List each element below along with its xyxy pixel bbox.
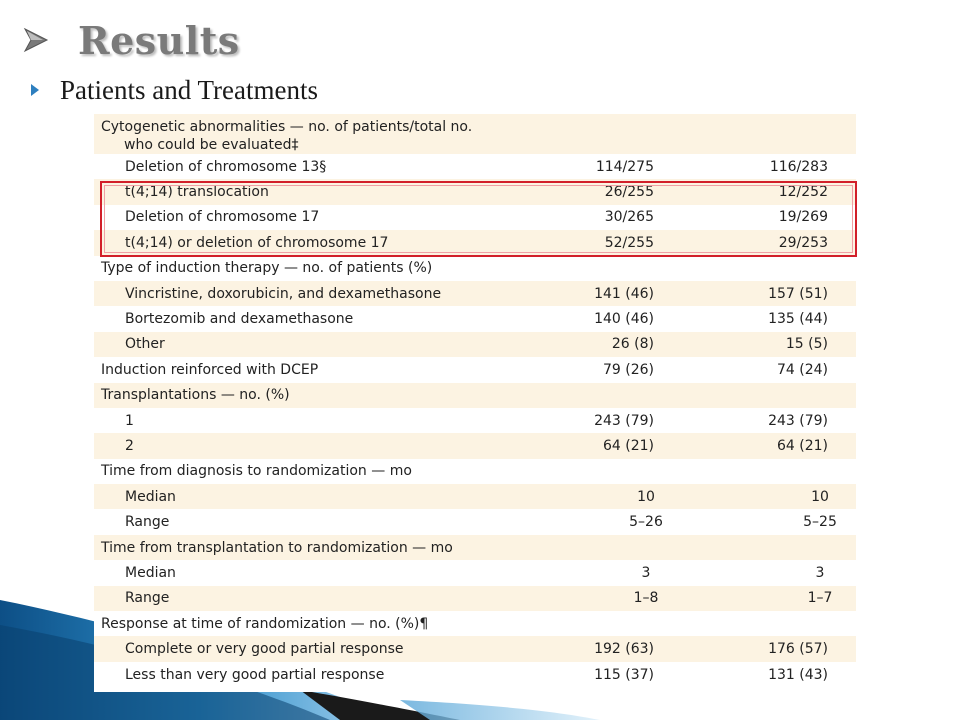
- row-value-group-1: 140 (46): [594, 311, 654, 328]
- row-value-group-1: 26 (8): [611, 336, 654, 353]
- row-value-group-1: 30/265: [604, 209, 654, 226]
- row-label: Other: [125, 336, 165, 353]
- table-row: 1 243 (79) 243 (79): [94, 408, 856, 433]
- table-row: Range 5–26 5–25: [94, 509, 856, 534]
- table-row: Time from diagnosis to randomization — m…: [94, 459, 856, 484]
- row-value-group-2: 243 (79): [768, 412, 828, 429]
- triangle-bullet-icon: [31, 84, 39, 96]
- table-row: Median 3 3: [94, 560, 856, 585]
- row-value-group-1: 52/255: [604, 234, 654, 251]
- table-row: 2 64 (21) 64 (21): [94, 433, 856, 459]
- row-label: Time from diagnosis to randomization — m…: [101, 463, 412, 480]
- table-header-line-2: who could be evaluated‡: [124, 137, 299, 153]
- table-row: Bortezomib and dexamethasone 140 (46) 135 …: [94, 306, 856, 331]
- row-label: Transplantations — no. (%): [101, 387, 290, 404]
- row-value-group-2: 29/253: [778, 234, 828, 251]
- row-value-group-2: 135 (44): [768, 311, 828, 328]
- row-value-group-2: 116/283: [769, 158, 828, 175]
- row-value-group-1: 115 (37): [594, 666, 654, 683]
- row-value-group-1: 64 (21): [602, 437, 654, 454]
- table-row: t(4;14) or deletion of chromosome 17 52/2…: [94, 230, 856, 256]
- row-value-group-2: 19/269: [778, 209, 828, 226]
- row-label: 1: [125, 412, 134, 429]
- row-label: Deletion of chromosome 17: [125, 209, 320, 226]
- table-row: Range 1–8 1–7: [94, 585, 856, 612]
- row-label: Complete or very good partial response: [125, 641, 404, 658]
- highlight-box: [100, 181, 857, 257]
- table-row: Deletion of chromosome 17 30/265 19/269: [94, 205, 856, 230]
- row-value-group-2: 5–25: [803, 514, 837, 531]
- row-label: Response at time of randomization — no. …: [101, 615, 429, 632]
- table-row: Type of induction therapy — no. of patie…: [94, 256, 856, 281]
- row-value-group-2: 64 (21): [776, 437, 828, 454]
- table-row: Response at time of randomization — no. …: [94, 611, 856, 636]
- row-value-group-1: 26/255: [604, 184, 654, 201]
- row-label: t(4;14) translocation: [125, 184, 269, 201]
- row-label: Deletion of chromosome 13§: [125, 158, 327, 175]
- table-header: Cytogenetic abnormalities — no. of patie…: [101, 118, 472, 154]
- row-value-group-2: 1–7: [807, 590, 833, 607]
- table-row: Deletion of chromosome 13§ 114/275 116/283: [94, 154, 856, 179]
- row-value-group-2: 176 (57): [768, 641, 828, 658]
- row-value-group-1: 114/275: [595, 158, 654, 175]
- row-value-group-2: 131 (43): [768, 666, 828, 683]
- row-value-group-2: 12/252: [778, 184, 828, 201]
- row-label: Bortezomib and dexamethasone: [125, 311, 354, 328]
- table-row: Other 26 (8) 15 (5): [94, 331, 856, 358]
- table-row: Time from transplantation to randomizati…: [94, 534, 856, 561]
- row-value-group-1: 79 (26): [602, 361, 654, 378]
- results-table: Cytogenetic abnormalities — no. of patie…: [94, 114, 856, 692]
- row-label: Median: [125, 564, 176, 581]
- row-value-group-1: 10: [637, 488, 655, 505]
- row-value-group-2: 15 (5): [785, 336, 828, 353]
- slide-title: Results: [78, 17, 240, 63]
- row-label: t(4;14) or deletion of chromosome 17: [125, 234, 389, 251]
- row-label: Median: [125, 488, 176, 505]
- row-label: 2: [125, 437, 134, 454]
- table-row: t(4;14) translocation 26/255 12/252: [94, 179, 856, 205]
- row-value-group-1: 192 (63): [594, 641, 654, 658]
- table-row: Complete or very good partial response 19…: [94, 636, 856, 662]
- table-row: Vincristine, doxorubicin, and dexamethas…: [94, 280, 856, 307]
- slide-subtitle: Patients and Treatments: [60, 74, 318, 105]
- table-row: Median 10 10: [94, 484, 856, 510]
- table-row: Less than very good partial response 115 …: [94, 662, 856, 687]
- arrow-bullet-icon: [23, 27, 49, 53]
- table-row: Induction reinforced with DCEP 79 (26) 74 …: [94, 357, 856, 382]
- slide-title-row: Results: [22, 14, 240, 66]
- table-header-line-1: Cytogenetic abnormalities — no. of patie…: [101, 119, 473, 135]
- row-label: Range: [125, 514, 170, 531]
- row-label: Induction reinforced with DCEP: [101, 361, 319, 378]
- slide-subtitle-row: Patients and Treatments: [30, 72, 318, 108]
- row-value-group-1: 243 (79): [594, 412, 654, 429]
- row-label: Range: [125, 590, 170, 607]
- row-value-group-2: 74 (24): [776, 361, 828, 378]
- row-value-group-1: 141 (46): [594, 285, 654, 302]
- table-body: Deletion of chromosome 13§ 114/275 116/283…: [94, 154, 856, 687]
- row-value-group-2: 3: [815, 564, 825, 581]
- row-value-group-1: 1–8: [633, 590, 659, 607]
- row-value-group-1: 3: [641, 564, 651, 581]
- row-value-group-2: 10: [811, 488, 829, 505]
- row-value-group-1: 5–26: [629, 514, 663, 531]
- row-label: Less than very good partial response: [125, 666, 385, 683]
- row-label: Time from transplantation to randomizati…: [101, 539, 453, 556]
- row-label: Vincristine, doxorubicin, and dexamethas…: [125, 285, 442, 302]
- row-label: Type of induction therapy — no. of patie…: [101, 260, 433, 277]
- table-header-row: Cytogenetic abnormalities — no. of patie…: [94, 114, 856, 154]
- row-value-group-2: 157 (51): [768, 285, 828, 302]
- table-row: Transplantations — no. (%): [94, 382, 856, 408]
